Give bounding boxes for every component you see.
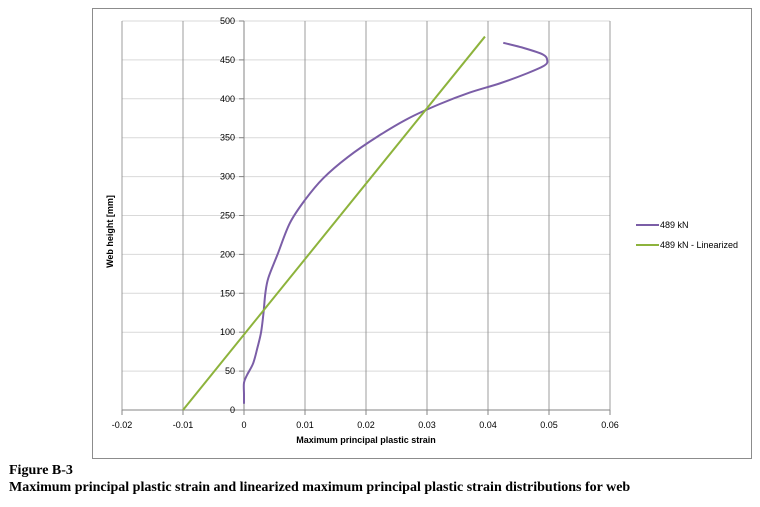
- chart-svg: 0 50 100 150 200 250 300 350 400 450 500 -0.02 -0.01…: [105, 16, 738, 445]
- x-tick-label: 0.06: [601, 420, 619, 430]
- y-tick-label: 350: [220, 133, 235, 143]
- y-tick-label: 200: [220, 249, 235, 259]
- x-tick-label: 0.04: [479, 420, 497, 430]
- y-tick-label: 150: [220, 288, 235, 298]
- chart-frame: 0 50 100 150 200 250 300 350 400 450 500 -0.02 -0.01…: [92, 8, 752, 459]
- y-tick-label: 400: [220, 94, 235, 104]
- y-tick-label: 0: [230, 405, 235, 415]
- y-tick-label: 250: [220, 211, 235, 221]
- figure-caption: Figure B-3 Maximum principal plastic str…: [9, 462, 754, 496]
- x-tick-label: 0.03: [418, 420, 436, 430]
- figure-label: Figure B-3: [9, 463, 73, 478]
- series: [182, 35, 549, 411]
- y-tick-label: 500: [220, 16, 235, 26]
- x-axis-title: Maximum principal plastic strain: [296, 435, 436, 445]
- x-tick-label: 0.02: [357, 420, 375, 430]
- x-tick-label: -0.01: [173, 420, 194, 430]
- x-tick-label: 0: [241, 420, 246, 430]
- y-axis-title: Web height [mm]: [105, 195, 115, 268]
- series-line-2: [182, 35, 486, 411]
- y-tick-label: 50: [225, 366, 235, 376]
- y-tick-label: 300: [220, 172, 235, 182]
- legend: 489 kN 489 kN - Linearized: [636, 220, 738, 250]
- series-line-1: [242, 41, 549, 404]
- x-tick-label: 0.05: [540, 420, 558, 430]
- grid: [121, 20, 611, 410]
- x-tick-label: 0.01: [296, 420, 314, 430]
- tick-labels: 0 50 100 150 200 250 300 350 400 450 500 -0.02 -0.01…: [112, 16, 619, 430]
- axes: [121, 20, 611, 415]
- legend-label: 489 kN - Linearized: [660, 240, 738, 250]
- y-tick-label: 450: [220, 55, 235, 65]
- y-tick-label: 100: [220, 327, 235, 337]
- legend-label: 489 kN: [660, 220, 689, 230]
- figure-caption-text: Maximum principal plastic strain and lin…: [9, 480, 631, 495]
- x-tick-label: -0.02: [112, 420, 133, 430]
